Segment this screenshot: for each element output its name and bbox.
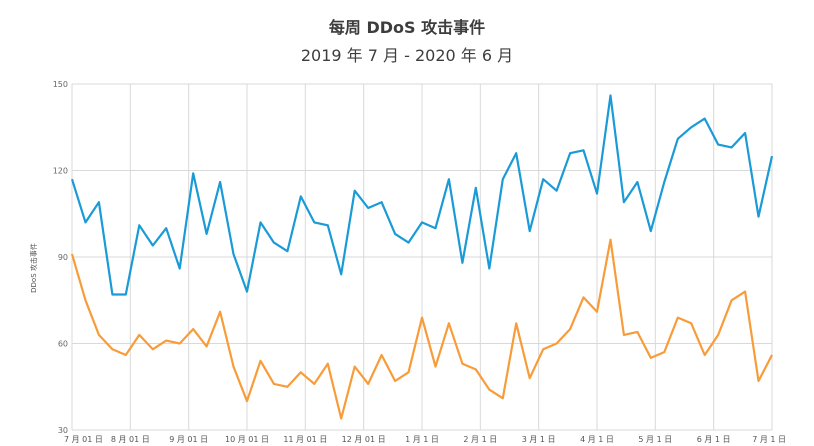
x-axis-ticks: 7 月 01 日 8 月 01 日 9 月 01 日 10 月 01 日 11 月 01… [64,435,786,444]
x-tick-label: 9 月 01 日 [169,435,208,444]
x-tick-label: 7 月 01 日 [64,435,103,444]
x-tick-label: 3 月 1 日 [522,435,556,444]
x-tick-label: 4 月 1 日 [580,435,614,444]
grid-lines [71,83,773,431]
series-line-1 [70,94,774,296]
y-axis-title: DDoS 攻击事件 [29,243,38,293]
x-tick-label: 6 月 1 日 [697,435,731,444]
y-tick-label: 90 [58,253,68,262]
x-tick-label: 11 月 01 日 [283,435,327,444]
x-tick-label: 12 月 01 日 [342,435,386,444]
chart-subtitle: 2019 年 7 月 - 2020 年 6 月 [300,46,514,65]
y-tick-label: 60 [58,340,68,349]
y-tick-label: 150 [53,80,68,89]
y-tick-label: 30 [58,426,68,435]
series-line-2 [70,238,773,420]
series-lines [70,94,774,420]
chart-title: 每周 DDoS 攻击事件 [328,18,486,37]
x-tick-label: 2 月 1 日 [463,435,497,444]
x-tick-label: 1 月 1 日 [405,435,439,444]
x-tick-label: 5 月 1 日 [638,435,672,444]
y-tick-label: 120 [53,167,68,176]
x-tick-label: 10 月 01 日 [225,435,269,444]
x-tick-label: 7 月 1 日 [752,435,786,444]
y-axis-ticks: 30 60 90 120 150 [53,80,68,435]
x-tick-label: 8 月 01 日 [111,435,150,444]
